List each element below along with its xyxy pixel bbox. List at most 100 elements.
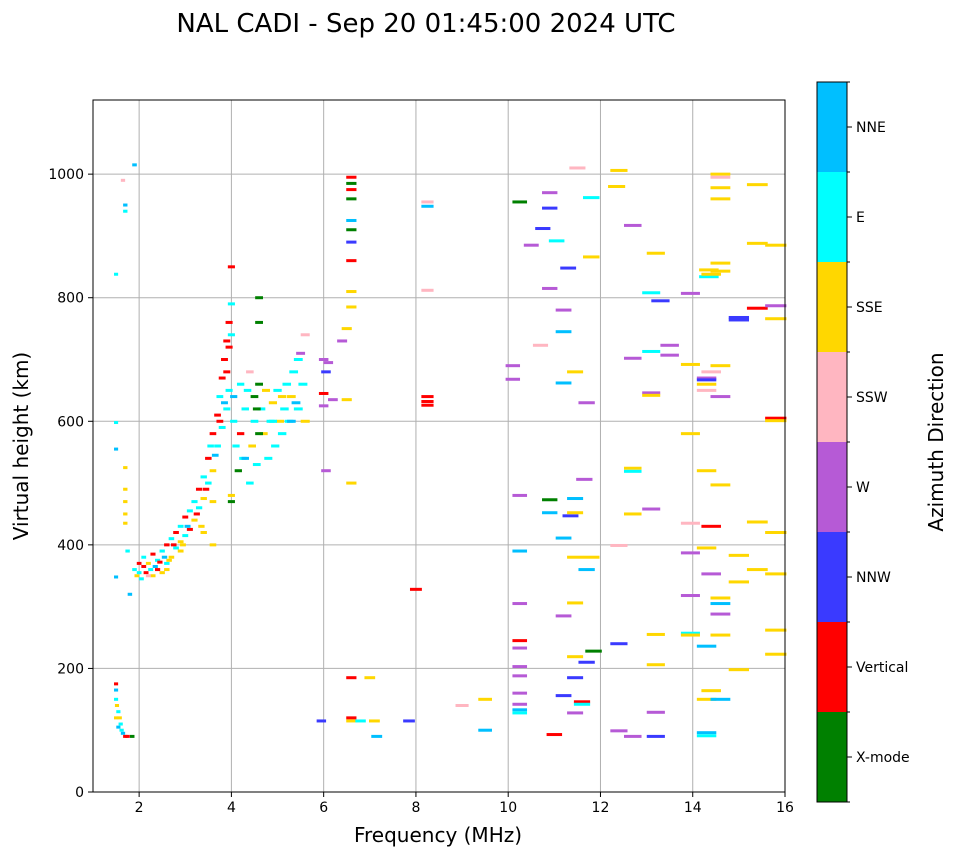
colorbar-segment bbox=[817, 712, 847, 802]
colorbar-tick-label: SSW bbox=[856, 390, 888, 406]
data-point-e bbox=[177, 524, 184, 528]
data-point-e bbox=[173, 546, 179, 550]
data-point-sse bbox=[567, 555, 584, 559]
data-point-vertical bbox=[346, 676, 357, 680]
data-point-sse bbox=[710, 633, 731, 637]
data-point-sse bbox=[765, 628, 787, 632]
data-point-w bbox=[318, 358, 329, 361]
data-point-e bbox=[218, 425, 226, 429]
data-point-nnw bbox=[567, 676, 584, 680]
data-point-vertical bbox=[227, 265, 235, 269]
data-point-vertical bbox=[223, 339, 231, 343]
x-tick-label: 14 bbox=[684, 800, 702, 816]
data-point-e bbox=[696, 734, 717, 738]
y-tick-label: 0 bbox=[75, 785, 84, 801]
data-point-ssw bbox=[680, 521, 700, 525]
data-point-e bbox=[273, 388, 282, 392]
data-point-vertical bbox=[157, 560, 163, 564]
data-point-sse bbox=[710, 269, 731, 273]
data-point-e bbox=[280, 407, 289, 411]
data-point-sse bbox=[123, 466, 128, 470]
data-point-e bbox=[148, 568, 154, 572]
data-point-sse bbox=[728, 553, 750, 557]
data-point-sse bbox=[765, 317, 787, 321]
data-point-vertical bbox=[125, 734, 130, 738]
data-point-x-mode bbox=[252, 407, 261, 411]
data-point-w bbox=[696, 376, 717, 380]
data-point-sse bbox=[696, 697, 717, 701]
data-point-vertical bbox=[225, 320, 233, 324]
x-axis-ticks: 2 4 6 8 10 12 14 16 bbox=[135, 792, 794, 816]
data-point-sse bbox=[701, 272, 721, 276]
data-point-nne bbox=[696, 644, 717, 648]
data-point-w bbox=[323, 361, 334, 365]
data-point-sse bbox=[364, 676, 376, 680]
data-point-nnw bbox=[562, 514, 579, 518]
data-point-e bbox=[164, 561, 170, 565]
data-point-sse bbox=[168, 555, 175, 559]
data-point-nne bbox=[287, 419, 296, 423]
data-point-nne bbox=[114, 447, 119, 451]
data-point-sse bbox=[623, 466, 642, 470]
data-point-nne bbox=[291, 401, 301, 405]
x-tick-label: 16 bbox=[776, 800, 794, 816]
data-point-sse bbox=[710, 596, 731, 600]
colorbar-tick-label: X-mode bbox=[856, 750, 910, 766]
data-point-sse bbox=[710, 186, 731, 190]
data-point-vertical bbox=[154, 568, 161, 572]
data-point-e bbox=[205, 481, 212, 485]
data-point-w bbox=[623, 356, 642, 360]
data-point-e bbox=[125, 549, 130, 553]
data-point-e bbox=[264, 456, 273, 460]
data-point-vertical bbox=[746, 306, 768, 310]
data-point-e bbox=[139, 577, 144, 581]
data-point-ssw bbox=[145, 574, 151, 578]
data-point-sse bbox=[123, 521, 128, 525]
data-point-ssw bbox=[610, 543, 628, 547]
data-point-e bbox=[268, 419, 278, 423]
data-point-vertical bbox=[214, 413, 221, 417]
data-point-sse bbox=[765, 652, 787, 656]
data-point-nnw bbox=[560, 266, 577, 270]
data-point-e bbox=[154, 558, 161, 562]
data-point-x-mode bbox=[346, 228, 357, 232]
data-point-sse bbox=[166, 558, 172, 562]
data-point-nnw bbox=[346, 240, 357, 244]
data-point-e bbox=[114, 272, 119, 276]
data-point-e bbox=[227, 302, 235, 306]
data-point-w bbox=[576, 477, 593, 481]
data-point-e bbox=[289, 370, 299, 374]
data-point-nnw bbox=[542, 206, 558, 210]
data-point-sse bbox=[646, 251, 665, 255]
data-point-e bbox=[141, 555, 147, 559]
data-point-nnw bbox=[696, 378, 717, 382]
data-point-sse bbox=[114, 716, 119, 720]
data-point-nne bbox=[555, 381, 572, 385]
y-axis-ticks: 0 200 400 600 800 1000 bbox=[48, 167, 93, 801]
data-point-w bbox=[578, 401, 595, 405]
y-tick-label: 200 bbox=[57, 661, 84, 677]
data-point-nnw bbox=[610, 642, 628, 646]
data-point-nne bbox=[184, 524, 191, 528]
data-point-e bbox=[232, 444, 240, 448]
x-tick-label: 10 bbox=[499, 800, 517, 816]
data-point-nne bbox=[120, 731, 126, 735]
data-point-vertical bbox=[221, 358, 228, 361]
data-point-w bbox=[512, 702, 528, 706]
data-point-ssw bbox=[455, 704, 469, 707]
data-point-nnw bbox=[651, 299, 670, 303]
data-point-e bbox=[182, 534, 189, 538]
data-point-sse bbox=[623, 512, 642, 516]
data-point-sse bbox=[680, 362, 700, 366]
data-point-vertical bbox=[573, 700, 591, 704]
data-point-sse bbox=[567, 655, 584, 659]
data-point-e bbox=[132, 568, 137, 572]
data-point-x-mode bbox=[346, 181, 357, 185]
data-point-sse bbox=[646, 632, 665, 636]
data-point-nne bbox=[221, 401, 228, 405]
data-point-ssw bbox=[300, 333, 310, 337]
data-point-sse bbox=[608, 185, 626, 188]
data-point-sse bbox=[728, 668, 750, 672]
data-point-e bbox=[119, 728, 124, 732]
